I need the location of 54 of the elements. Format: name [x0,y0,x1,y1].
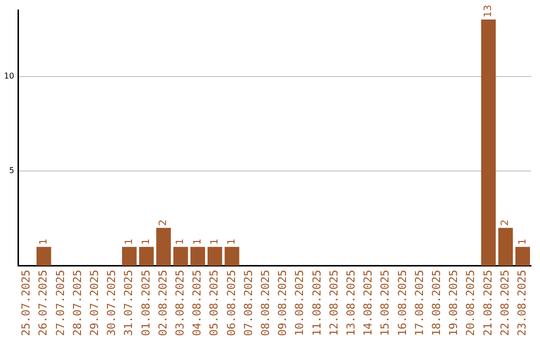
bar [139,246,154,266]
y-tick-label: 5 [9,166,14,176]
data-label: 1 [175,238,186,245]
x-tick-label: 19.08.2025 [447,270,460,336]
x-tick-label: 21.08.2025 [481,270,494,336]
x-tick-label: 17.08.2025 [412,270,426,336]
bar [190,246,206,266]
data-label: 1 [209,238,220,245]
x-tick-label: 28.07.2025 [70,270,84,336]
x-tick-label: 02.08.2025 [156,270,170,336]
x-tick-label: 04.08.2025 [190,270,204,336]
bar [122,246,137,266]
x-tick-label: 15.08.2025 [378,270,392,336]
x-tick-label: 10.08.2025 [293,270,306,336]
x-tick-label: 29.07.2025 [88,270,101,336]
x-tick-label: 18.08.2025 [430,270,444,336]
data-label: 2 [158,220,170,226]
x-tick-label: 27.07.2025 [54,270,67,336]
x-tick-label: 14.08.2025 [362,270,375,336]
data-label: 1 [517,238,528,245]
x-tick-label: 08.08.2025 [259,270,272,336]
bar [224,246,240,266]
bar [173,246,188,266]
x-tick-label: 16.08.2025 [396,270,409,336]
data-label: 1 [141,238,152,245]
bar [208,246,222,266]
data-label: 1 [192,238,204,245]
y-tick-label: 10 [4,71,14,80]
x-tick-label: 07.08.2025 [242,270,255,336]
x-tick-label: 31.07.2025 [122,270,136,336]
x-tick-label: 05.08.2025 [208,270,221,336]
x-tick-label: 03.08.2025 [174,270,186,336]
x-tick-label: 23.08.2025 [516,270,529,336]
x-tick-label: 25.07.2025 [20,270,33,336]
data-label: 1 [226,238,238,245]
bar [156,228,171,266]
x-tick-label: 01.08.2025 [139,270,152,336]
bar [481,19,496,266]
bar [498,228,513,266]
data-label: 2 [500,220,512,226]
x-tick-label: 13.08.2025 [344,270,358,336]
bar [515,246,530,266]
x-tick-label: 30.07.2025 [105,270,118,336]
data-label: 1 [38,238,50,245]
data-label: 13 [483,4,494,18]
x-tick-label: 22.08.2025 [498,270,512,336]
x-tick-label: 12.08.2025 [327,270,340,336]
x-tick-label: 20.08.2025 [464,270,478,336]
x-tick-label: 26.07.2025 [36,270,50,336]
x-tick-label: 11.08.2025 [310,270,324,336]
x-tick-label: 06.08.2025 [224,270,238,336]
data-label: 1 [124,238,135,245]
x-tick-label: 09.08.2025 [276,270,290,336]
bar [36,246,52,266]
